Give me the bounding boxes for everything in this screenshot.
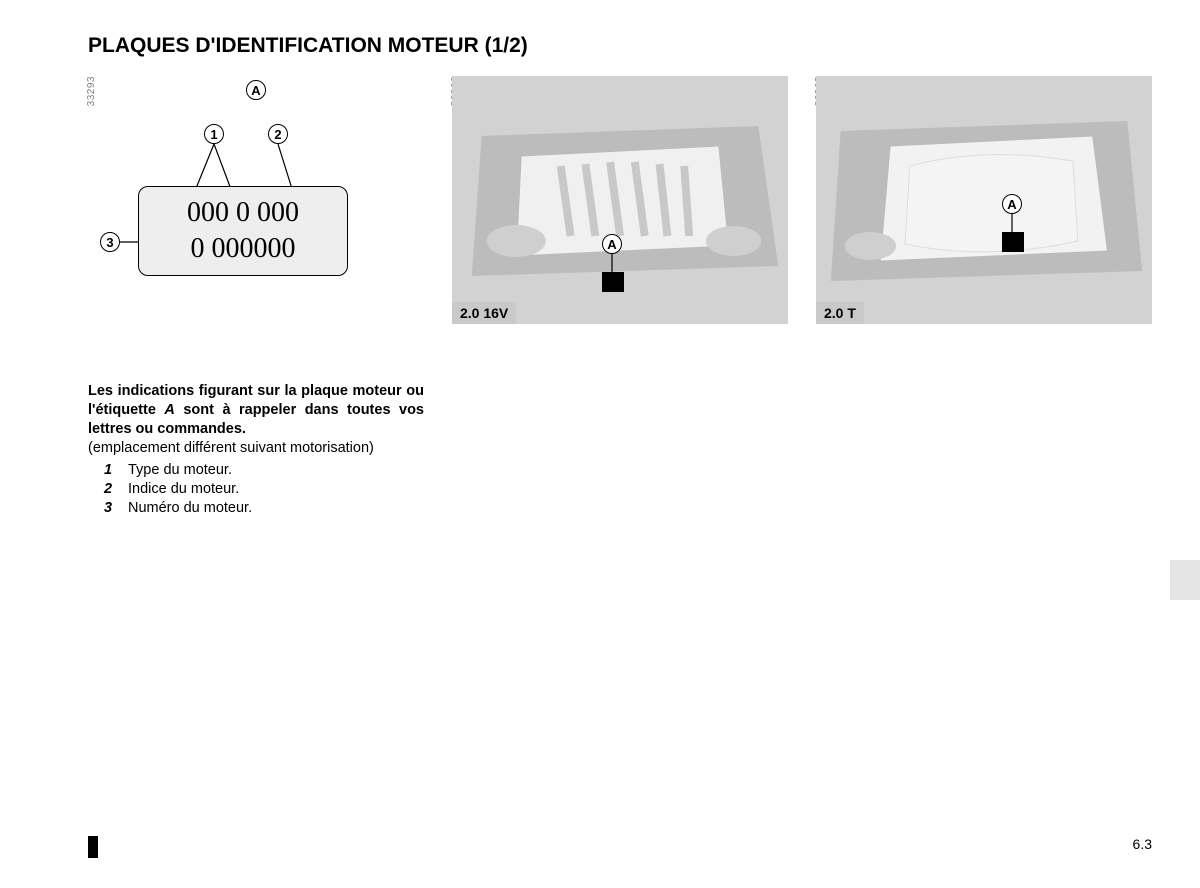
page-title: PLAQUES D'IDENTIFICATION MOTEUR (1/2)	[88, 34, 1152, 58]
photo1-caption: 2.0 16V	[452, 302, 516, 324]
item-text: Type du moteur.	[128, 461, 232, 480]
definition-list: 1 Type du moteur. 2 Indice du moteur. 3 …	[88, 461, 424, 518]
title-sub: (1/2)	[485, 34, 528, 57]
title-main: PLAQUES D'IDENTIFICATION MOTEUR	[88, 34, 479, 57]
item-num: 1	[104, 461, 118, 480]
columns: 33293 A 1 2 3	[88, 76, 1152, 518]
col-diagram: 33293 A 1 2 3	[88, 76, 424, 518]
plate-line-1: 000 0 000	[187, 195, 299, 231]
paren-note: (emplacement différent suivant motorisat…	[88, 439, 424, 458]
marker-line-2	[816, 76, 1152, 324]
col-photo-2: 26963 A 2.0 T	[816, 76, 1152, 518]
photo2-caption: 2.0 T	[816, 302, 864, 324]
plate-line-2: 0 000000	[191, 231, 296, 267]
item-text: Numéro du moteur.	[128, 499, 252, 518]
plate-diagram: A 1 2 3 000 0 000 0 00	[88, 76, 424, 324]
list-item: 2 Indice du moteur.	[104, 480, 424, 499]
engine-photo-1: A 2.0 16V	[452, 76, 788, 324]
page-number: 6.3	[1133, 836, 1152, 852]
item-text: Indice du moteur.	[128, 480, 239, 499]
bold-A: A	[164, 402, 174, 418]
footer-mark	[88, 836, 98, 858]
description-text: Les indications figurant sur la plaque m…	[88, 382, 424, 518]
engine-photo-2: A 2.0 T	[816, 76, 1152, 324]
item-num: 3	[104, 499, 118, 518]
side-tab	[1170, 560, 1200, 600]
marker-flag-1	[602, 272, 624, 292]
col-photo-1: 26966 A 2.0 16V	[452, 76, 788, 518]
id-plate: 000 0 000 0 000000	[138, 186, 348, 276]
bold-paragraph: Les indications figurant sur la plaque m…	[88, 382, 424, 439]
item-num: 2	[104, 480, 118, 499]
list-item: 1 Type du moteur.	[104, 461, 424, 480]
marker-flag-2	[1002, 232, 1024, 252]
list-item: 3 Numéro du moteur.	[104, 499, 424, 518]
